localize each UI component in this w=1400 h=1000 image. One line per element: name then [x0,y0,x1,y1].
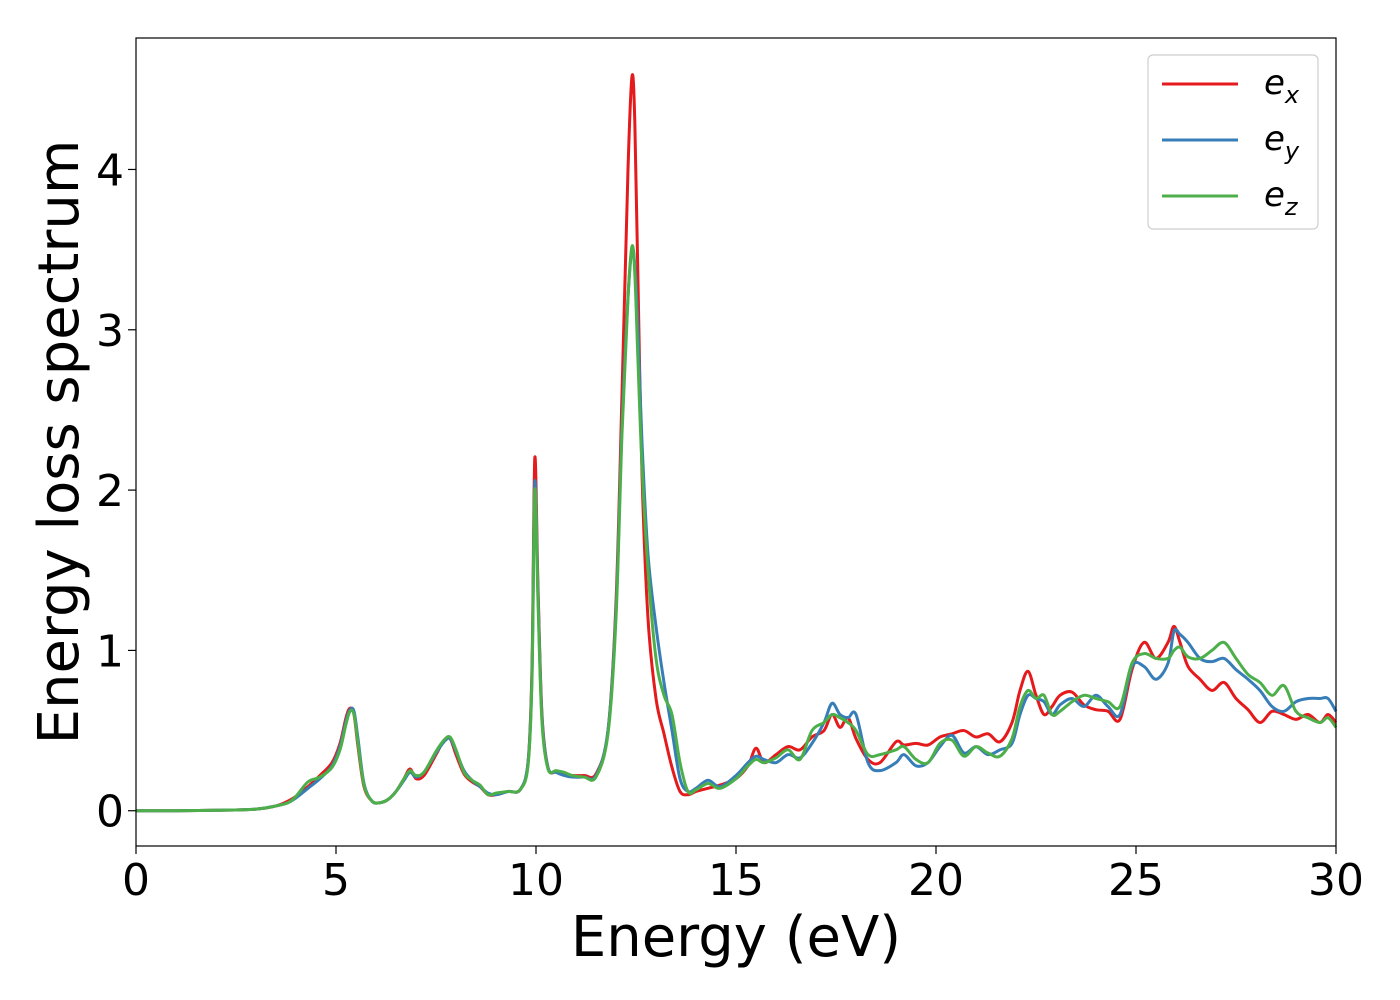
y-tick-label: 3 [96,306,124,357]
legend-label-z: ez [1264,175,1299,221]
y-tick-label: 2 [96,466,124,517]
y-tick-label: 0 [96,787,124,838]
y-axis-title: Energy loss spectrum [27,140,92,745]
x-tick-label: 10 [508,855,564,906]
x-tick-label: 5 [322,855,350,906]
y-tick-label: 1 [96,626,124,677]
x-tick-label: 15 [708,855,764,906]
legend-label-x: ex [1264,63,1300,109]
x-tick-label: 0 [122,855,150,906]
x-tick-label: 20 [908,855,964,906]
legend-frame [1147,54,1319,230]
legend-label-y: ey [1264,119,1300,165]
series-layer [135,73,1338,813]
legend: ex ey ez [1147,54,1319,230]
x-tick-label: 25 [1108,855,1164,906]
series-line-z [135,244,1338,813]
x-tick-label: 30 [1308,855,1364,906]
y-axis-ticks: 0 1 2 3 4 [96,145,136,838]
x-axis-title: Energy (eV) [571,905,901,970]
y-tick-label: 4 [96,145,124,196]
x-axis-ticks: 0 5 10 15 20 25 30 [122,846,1364,906]
plot-background [136,38,1336,846]
